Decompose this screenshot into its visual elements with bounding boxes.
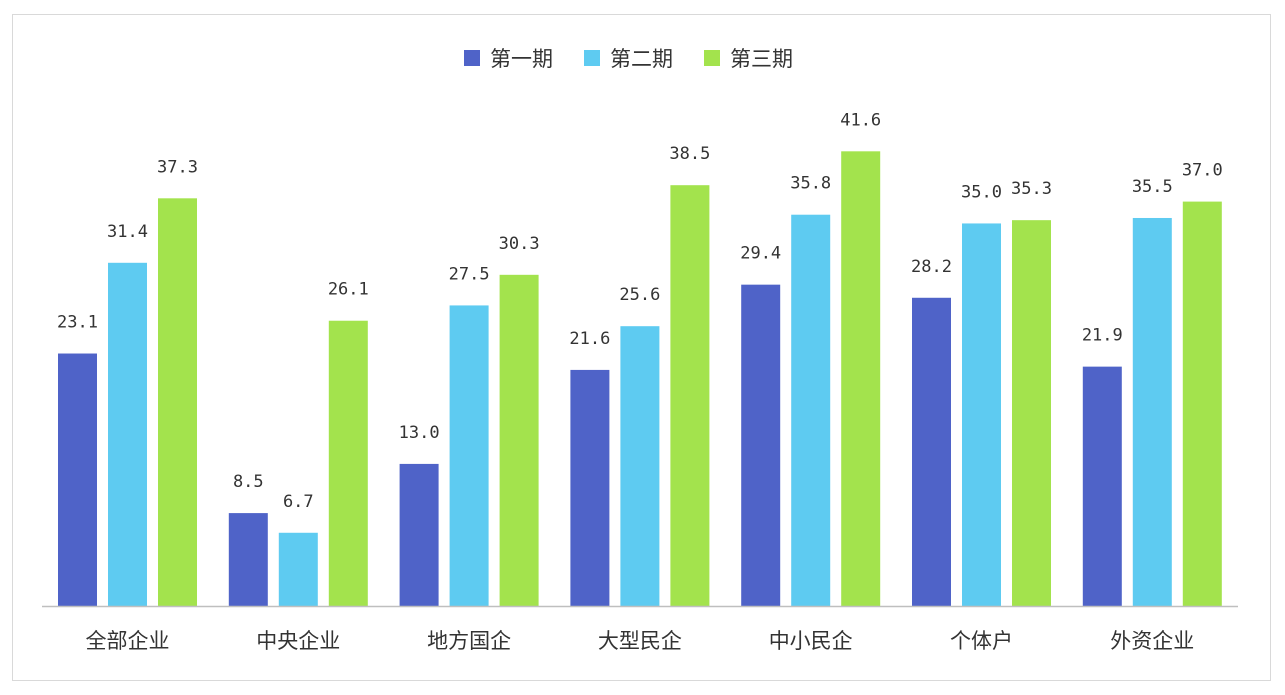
bar-3-series-3 <box>499 274 539 606</box>
legend-label-3: 第三期 <box>730 47 793 71</box>
value-label-6-3: 35.3 <box>1011 179 1052 199</box>
legend-swatch-3 <box>704 50 720 66</box>
bar-4-series-2 <box>620 326 660 606</box>
value-label-4-2: 25.6 <box>619 285 660 305</box>
value-label-2-1: 8.5 <box>233 472 264 492</box>
bar-7-series-2 <box>1132 217 1172 607</box>
value-label-5-2: 35.8 <box>790 174 831 194</box>
bar-7-series-1 <box>1082 366 1122 606</box>
value-label-1-3: 37.3 <box>157 157 198 177</box>
bar-3-series-1 <box>399 463 439 606</box>
value-label-6-1: 28.2 <box>911 257 952 277</box>
bar-5-series-2 <box>791 214 831 606</box>
value-label-3-2: 27.5 <box>449 264 490 284</box>
category-label-3: 地方国企 <box>427 629 511 653</box>
category-labels: 全部企业 中央企业 地方国企 大型民企 中小民企 个体户 外资企业 <box>86 629 1195 653</box>
value-label-4-1: 21.6 <box>569 329 610 349</box>
value-label-7-1: 21.9 <box>1082 326 1123 346</box>
value-label-7-3: 37.0 <box>1182 161 1223 181</box>
value-labels: 23.1 31.4 37.3 8.5 6.7 26.1 13.0 27.5 30.3 21.6 25… <box>57 110 1223 511</box>
bar-2-series-3 <box>328 320 368 606</box>
bar-4-series-1 <box>570 369 610 606</box>
category-label-2: 中央企业 <box>256 629 340 653</box>
bar-1-series-3 <box>158 198 197 606</box>
legend-label-1: 第一期 <box>490 47 553 71</box>
legend-label-2: 第二期 <box>610 47 673 71</box>
value-label-1-1: 23.1 <box>57 313 98 333</box>
value-label-3-1: 13.0 <box>399 423 440 443</box>
value-label-4-3: 38.5 <box>669 144 710 164</box>
category-label-5: 中小民企 <box>769 629 853 653</box>
value-label-5-1: 29.4 <box>740 244 781 264</box>
value-label-1-2: 31.4 <box>107 222 148 242</box>
category-label-1: 全部企业 <box>86 629 170 653</box>
value-label-2-3: 26.1 <box>328 280 369 300</box>
bar-7-series-3 <box>1182 201 1222 606</box>
value-label-6-2: 35.0 <box>961 182 1002 202</box>
bar-6-series-3 <box>1012 220 1051 606</box>
bar-2-series-1 <box>228 513 268 606</box>
legend-swatch-1 <box>464 50 480 66</box>
bar-6-series-2 <box>962 223 1001 606</box>
bar-5-series-3 <box>841 151 881 606</box>
bar-3-series-2 <box>449 305 489 606</box>
category-label-7: 外资企业 <box>1110 629 1194 653</box>
value-label-5-3: 41.6 <box>840 110 881 130</box>
category-label-4: 大型民企 <box>598 629 682 653</box>
legend: 第一期 第二期 第三期 <box>464 47 793 71</box>
legend-swatch-2 <box>584 50 600 66</box>
value-label-2-2: 6.7 <box>283 492 314 512</box>
bar-6-series-1 <box>912 297 951 606</box>
value-label-7-2: 35.5 <box>1132 177 1173 197</box>
bars <box>58 151 1222 607</box>
bar-2-series-2 <box>278 532 318 606</box>
bar-1-series-1 <box>58 353 97 606</box>
value-label-3-3: 30.3 <box>499 234 540 254</box>
bar-4-series-3 <box>670 185 710 606</box>
bar-5-series-1 <box>741 284 781 606</box>
bar-1-series-2 <box>108 262 147 606</box>
category-label-6: 个体户 <box>950 629 1013 653</box>
